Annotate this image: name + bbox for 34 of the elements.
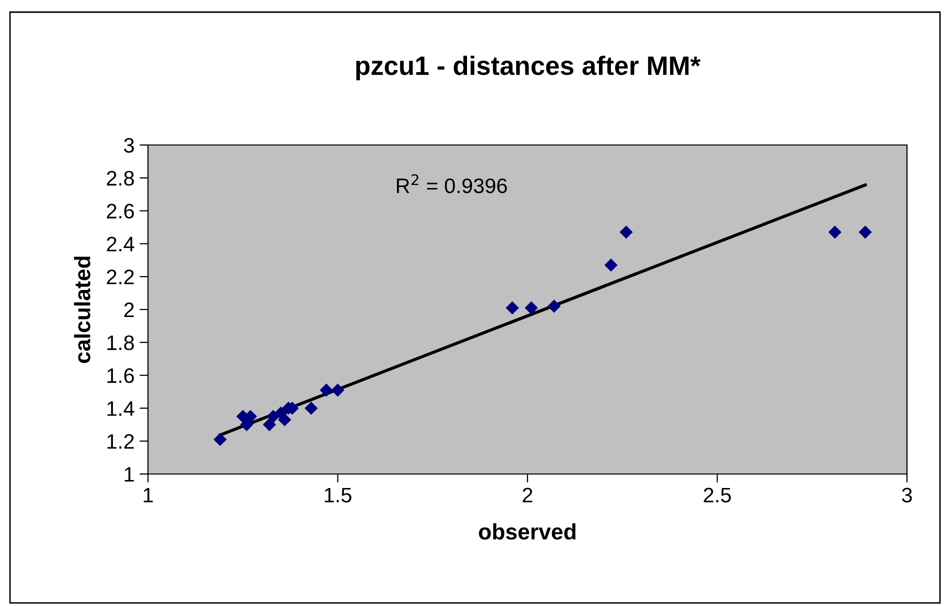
point xyxy=(828,226,842,239)
chart-title: pzcu1 - distances after MM* xyxy=(356,56,701,80)
point xyxy=(320,384,333,397)
x-tick-label: 1.5 xyxy=(324,488,352,502)
y-tick-label: 2 xyxy=(124,302,134,318)
point xyxy=(304,402,318,415)
y-axis-title: calculated xyxy=(74,256,90,363)
y-tick-label: 1.8 xyxy=(107,335,134,350)
point xyxy=(214,432,227,446)
y-tick-label: 2.2 xyxy=(106,270,134,284)
point xyxy=(620,226,633,239)
y-tick-label: 1.4 xyxy=(107,401,134,416)
y-tick-label: 2.6 xyxy=(106,204,134,219)
y-tick-label: 3 xyxy=(124,138,134,153)
point xyxy=(240,418,254,432)
point xyxy=(524,301,538,314)
x-tick-label: 1 xyxy=(144,488,153,502)
point xyxy=(331,384,344,397)
point xyxy=(604,258,618,272)
point xyxy=(858,226,872,239)
x-tick-label: 2 xyxy=(522,488,532,502)
annotation: R$^{2}$ = 0.9396 xyxy=(396,174,507,194)
y-tick-label: 1.2 xyxy=(107,434,134,449)
y-tick-label: 1 xyxy=(124,467,134,482)
point xyxy=(506,301,519,314)
point xyxy=(262,418,276,432)
point xyxy=(547,300,561,313)
x-axis-title: observed xyxy=(478,523,576,540)
y-tick-label: 2.4 xyxy=(106,236,134,252)
point xyxy=(278,413,292,426)
x-tick-label: 3 xyxy=(902,488,912,502)
y-tick-label: 2.8 xyxy=(106,170,134,186)
x-tick-label: 2.5 xyxy=(704,488,731,502)
y-tick-label: 1.6 xyxy=(107,368,134,384)
